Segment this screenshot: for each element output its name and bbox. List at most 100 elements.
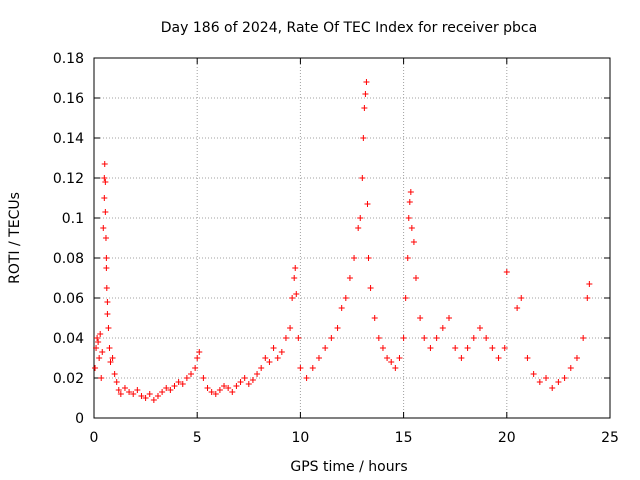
- data-point: [446, 315, 453, 321]
- data-point: [476, 325, 483, 331]
- data-point: [536, 379, 543, 385]
- y-tick-label: 0.12: [53, 171, 84, 187]
- data-point: [95, 339, 102, 345]
- data-point: [392, 365, 399, 371]
- data-point: [364, 201, 371, 207]
- data-point: [154, 393, 161, 399]
- data-point: [113, 379, 120, 385]
- y-tick-label: 0.08: [53, 251, 84, 267]
- data-point: [361, 105, 368, 111]
- data-point: [543, 375, 550, 381]
- plot-frame: [93, 57, 611, 419]
- data-point: [179, 381, 186, 387]
- data-point: [567, 365, 574, 371]
- data-point: [549, 385, 556, 391]
- data-point: [580, 335, 587, 341]
- data-point: [106, 345, 113, 351]
- data-point: [530, 371, 537, 377]
- data-point: [192, 365, 199, 371]
- data-point: [96, 355, 103, 361]
- data-point: [103, 255, 110, 261]
- data-point: [117, 391, 124, 397]
- data-point: [282, 335, 289, 341]
- data-point: [266, 359, 273, 365]
- x-tick-label: 10: [291, 430, 309, 446]
- data-point: [146, 391, 153, 397]
- data-point: [258, 365, 265, 371]
- data-point: [212, 391, 219, 397]
- data-point: [278, 349, 285, 355]
- data-point: [458, 355, 465, 361]
- data-point: [103, 285, 110, 291]
- data-point: [584, 295, 591, 301]
- data-point: [104, 311, 111, 317]
- data-point: [470, 335, 477, 341]
- roti-data-points: [92, 79, 593, 403]
- data-point: [359, 175, 366, 181]
- axis-ticks: [93, 57, 611, 419]
- data-point: [309, 365, 316, 371]
- data-point: [101, 161, 108, 167]
- data-point: [483, 335, 490, 341]
- y-tick-label: 0.06: [53, 291, 84, 307]
- x-axis-label: GPS time / hours: [290, 459, 407, 475]
- data-point: [241, 375, 248, 381]
- x-tick-label: 20: [498, 430, 516, 446]
- data-point: [452, 345, 459, 351]
- data-point: [561, 375, 568, 381]
- data-point: [115, 387, 122, 393]
- y-axis-tick-labels: 0 0.02 0.04 0.06 0.08 0.1 0.12 0.14 0.16 0.18: [53, 51, 84, 427]
- data-point: [163, 385, 170, 391]
- data-point: [328, 335, 335, 341]
- y-tick-label: 0.02: [53, 371, 84, 387]
- data-point: [262, 355, 269, 361]
- data-point: [338, 305, 345, 311]
- data-point: [94, 335, 101, 341]
- data-point: [142, 395, 149, 401]
- data-point: [363, 79, 370, 85]
- data-point: [134, 387, 141, 393]
- data-point: [384, 355, 391, 361]
- data-point: [402, 295, 409, 301]
- data-point: [404, 255, 411, 261]
- data-point: [99, 349, 106, 355]
- data-point: [315, 355, 322, 361]
- data-point: [287, 325, 294, 331]
- data-point: [130, 391, 137, 397]
- data-point: [200, 375, 207, 381]
- data-point: [464, 345, 471, 351]
- data-point: [121, 385, 128, 391]
- data-point: [297, 365, 304, 371]
- data-point: [555, 379, 562, 385]
- data-point: [221, 383, 228, 389]
- data-point: [216, 387, 223, 393]
- data-point: [518, 295, 525, 301]
- data-point: [188, 371, 195, 377]
- data-point: [334, 325, 341, 331]
- data-point: [225, 385, 232, 391]
- data-point: [111, 371, 118, 377]
- data-point: [105, 325, 112, 331]
- data-point: [322, 345, 329, 351]
- y-tick-label: 0.18: [53, 51, 84, 67]
- data-point: [351, 255, 358, 261]
- data-point: [101, 195, 108, 201]
- data-point: [107, 359, 114, 365]
- data-point: [171, 383, 178, 389]
- data-point: [196, 349, 203, 355]
- y-tick-label: 0.1: [62, 211, 84, 227]
- data-point: [410, 239, 417, 245]
- data-point: [237, 379, 244, 385]
- data-point: [274, 355, 281, 361]
- data-point: [406, 199, 413, 205]
- data-point: [229, 389, 236, 395]
- data-point: [503, 269, 510, 275]
- data-point: [379, 345, 386, 351]
- data-point: [102, 209, 109, 215]
- data-point: [101, 175, 108, 181]
- data-point: [100, 225, 107, 231]
- data-point: [150, 397, 157, 403]
- data-point: [194, 355, 201, 361]
- data-point: [407, 189, 414, 195]
